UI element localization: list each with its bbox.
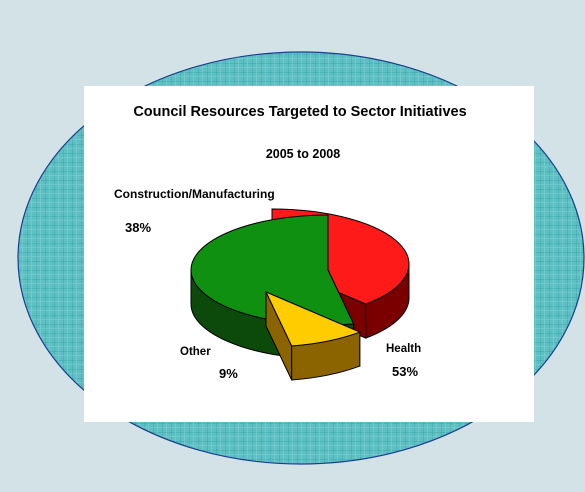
slice-label-construction: Construction/Manufacturing [114,187,275,201]
chart-title: Council Resources Targeted to Sector Ini… [133,104,466,120]
slice-label-other: Other [180,346,211,358]
slice-value-health: 53% [392,364,418,379]
slice-value-other: 9% [219,366,238,381]
pie-slices [190,208,410,381]
slice-value-construction: 38% [125,220,151,235]
slice-label-health: Health [386,343,421,355]
slice-other-top [264,291,362,347]
chart-subtitle: 2005 to 2008 [266,147,340,161]
slice-other [264,291,362,381]
